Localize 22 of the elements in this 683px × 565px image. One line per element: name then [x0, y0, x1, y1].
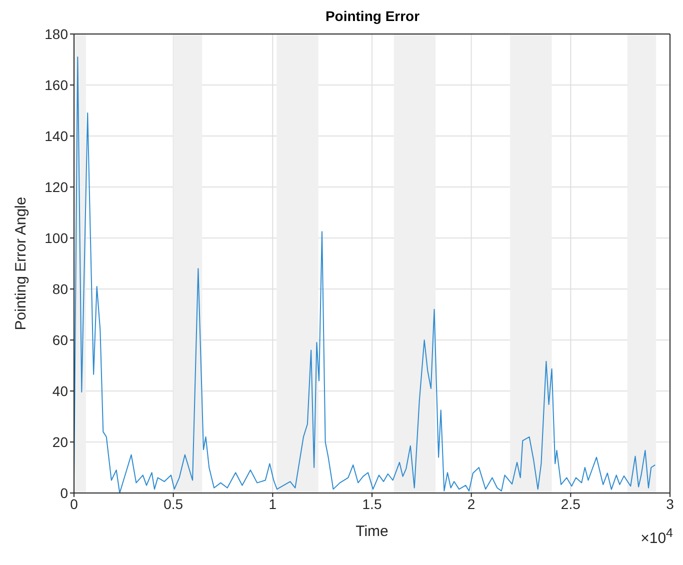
x-tick-label: 1.5	[362, 496, 382, 512]
x-axis-title: Time	[356, 523, 388, 540]
x-tick-label: 1	[268, 496, 277, 512]
y-tick-label: 40	[52, 382, 68, 399]
y-tick-label: 80	[52, 280, 68, 297]
y-tick-label: 100	[44, 230, 68, 246]
chart-title: Pointing Error	[325, 8, 420, 24]
x-tick-label: 3	[666, 496, 674, 512]
y-tick-label: 0	[60, 484, 68, 501]
y-tick-label: 60	[52, 332, 68, 348]
x-tick-label: 2.5	[560, 496, 581, 512]
x-tick-label: 0.5	[164, 496, 184, 512]
y-tick-label: 160	[44, 76, 68, 93]
x-tick-label: 0	[70, 496, 78, 512]
text: ×10$^{4}$	[640, 526, 673, 547]
line-series	[74, 56, 656, 493]
y-axis-title: Pointing Error Angle	[12, 196, 30, 330]
y-tick-label: 180	[44, 26, 68, 42]
y-tick-label: 120	[44, 178, 68, 195]
y-tick-label: 140	[44, 128, 68, 144]
y-tick-label: 20	[52, 434, 68, 450]
x-tick-label: 2	[467, 496, 476, 512]
